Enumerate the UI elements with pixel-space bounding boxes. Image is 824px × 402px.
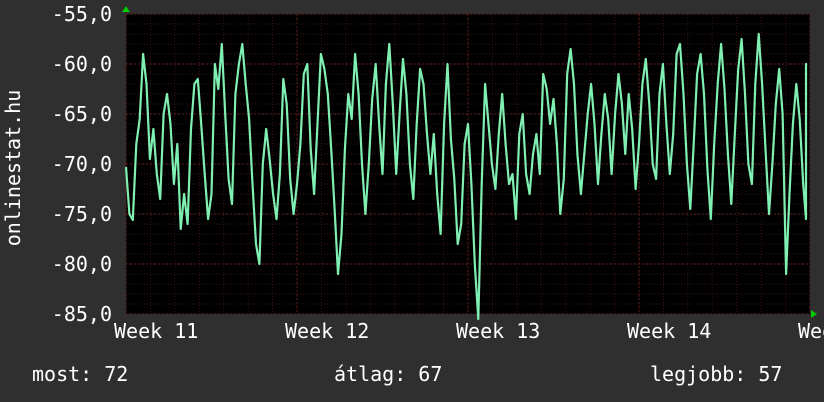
x-tick-label: Week 15 — [798, 319, 824, 343]
y-tick-label: -65,0 — [52, 102, 112, 126]
y-tick-label: -80,0 — [52, 252, 112, 276]
stat-best-label: legjobb: — [650, 362, 747, 386]
x-tick-label: Week 11 — [114, 319, 198, 343]
y-axis-arrow-icon — [122, 6, 130, 12]
side-label: onlinestat.hu — [1, 90, 25, 247]
y-tick-label: -75,0 — [52, 202, 112, 226]
stat-average-label: átlag: — [334, 362, 407, 386]
series-line — [124, 32, 808, 321]
stat-average-value: 67 — [418, 362, 443, 386]
stat-average: átlag: 67 — [334, 360, 442, 388]
stat-current-label: most: — [32, 362, 93, 386]
y-axis: -55,0 -60,0 -65,0 -70,0 -75,0 -80,0 -85,0 — [52, 2, 112, 326]
y-tick-label: -85,0 — [52, 302, 112, 326]
y-tick-label: -60,0 — [52, 52, 112, 76]
x-tick-label: Week 12 — [285, 319, 369, 343]
x-tick-label: Week 13 — [456, 319, 540, 343]
stats-bar: most: 72 átlag: 67 legjobb: 57 — [0, 360, 824, 392]
stat-best: legjobb: 57 — [650, 360, 782, 388]
stat-current-value: 72 — [104, 362, 129, 386]
line-chart: -55,0 -60,0 -65,0 -70,0 -75,0 -80,0 -85,0 Week… — [1, 2, 824, 343]
stat-current: most: 72 — [32, 360, 128, 388]
y-tick-label: -70,0 — [52, 152, 112, 176]
x-axis-arrow-icon — [811, 310, 817, 318]
x-axis: Week 11 Week 12 Week 13 Week 14 Week 15 — [114, 319, 824, 343]
stat-best-value: 57 — [758, 362, 783, 386]
x-tick-label: Week 14 — [627, 319, 711, 343]
y-tick-label: -55,0 — [52, 2, 112, 26]
